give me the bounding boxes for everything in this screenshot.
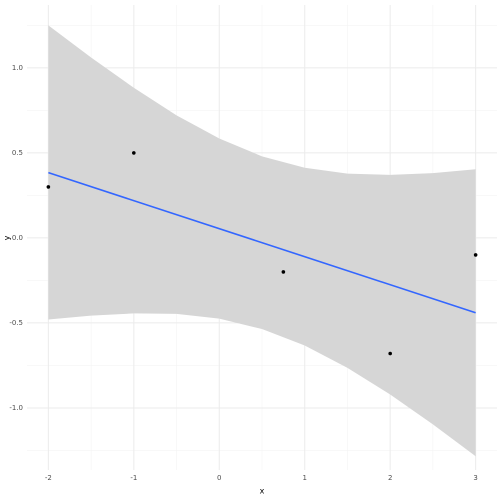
x-tick-label: 3 <box>473 474 477 482</box>
confidence-band <box>48 25 476 457</box>
point <box>46 185 51 189</box>
y-tick-label: 1.0 <box>12 64 23 72</box>
y-tick-label: 0.0 <box>12 234 23 242</box>
fit-line <box>48 171 476 314</box>
point <box>388 351 392 356</box>
point <box>281 270 286 274</box>
x-tick-label: 0 <box>217 474 221 482</box>
x-tick-label: -1 <box>130 474 137 482</box>
y-tick-label: -0.5 <box>9 319 23 327</box>
x-tick-label: -2 <box>45 474 52 482</box>
x-tick-label: 1 <box>302 474 306 482</box>
y-tick-label: -1.0 <box>9 404 23 412</box>
point <box>132 151 136 155</box>
y-tick-label: 0.5 <box>12 149 23 157</box>
x-axis-title: x <box>260 487 265 496</box>
y-axis-title: y <box>3 235 12 240</box>
x-tick-label: 2 <box>388 474 392 482</box>
point <box>473 253 478 257</box>
